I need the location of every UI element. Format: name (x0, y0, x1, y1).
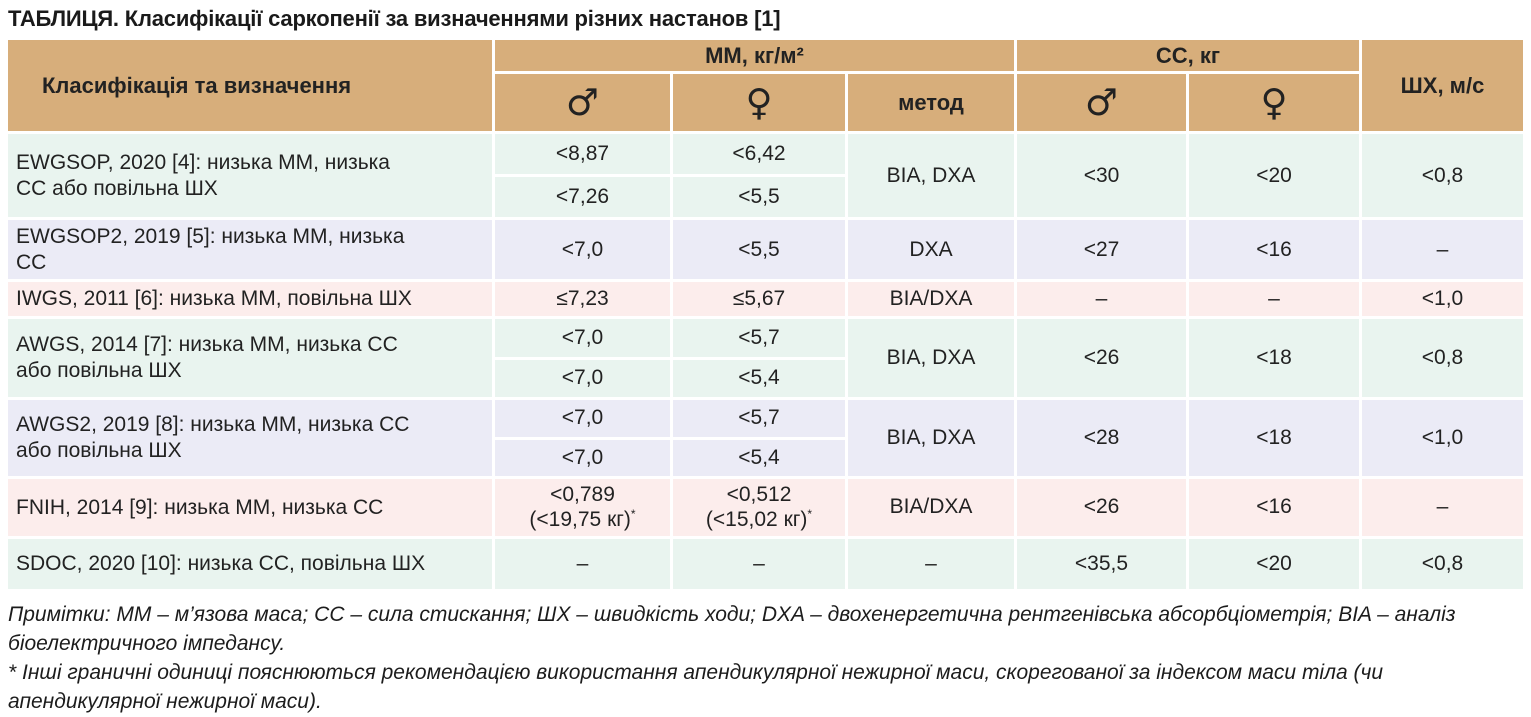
cc-male-cell: <28 (1017, 399, 1186, 476)
footnote-asterisk-note: * Інші граничні одиниці пояснюються реко… (8, 660, 1383, 713)
mm-female-cell: <5,5 (673, 177, 845, 217)
table-footnotes: Примітки: ММ – м’язова маса; СС – сила с… (8, 601, 1523, 717)
page-title: ТАБЛИЦЯ. Класифікації саркопенії за визн… (8, 6, 781, 31)
mm-male-cell: <7,0 (495, 399, 670, 437)
cc-male-cell: <26 (1017, 478, 1186, 537)
mm-male-cell: <7,0 (495, 318, 670, 357)
mm-female-cell: <5,4 (673, 439, 845, 476)
shx-cell: <0,8 (1362, 134, 1523, 217)
mm-female-cell: <0,512 (<15,02 кг)* (673, 478, 845, 537)
cc-female-cell: <18 (1189, 318, 1359, 397)
male-symbol-icon: ♂ (565, 81, 600, 124)
cc-male-cell: <27 (1017, 220, 1186, 280)
mm-male-value: <0,789 (550, 482, 615, 506)
cc-male-cell: <35,5 (1017, 539, 1186, 590)
method-cell: BIA, DXA (848, 318, 1014, 397)
table-subrow: <7,0 <5,4 (8, 359, 1523, 397)
table-row: EWGSOP, 2020 [4]: низька ММ, низька СС а… (8, 134, 1523, 217)
cc-male-cell: <26 (1017, 318, 1186, 397)
header-row-groups: Класифікація та визначення ММ, кг/м² СС,… (8, 40, 1523, 131)
header-group-cc: СС, кг (1017, 40, 1359, 71)
mm-female-cell: <5,4 (673, 359, 845, 397)
method-cell: BIA/DXA (848, 478, 1014, 537)
footnote-asterisk: * (807, 507, 813, 522)
cc-male-cell: <30 (1017, 134, 1186, 217)
header-cc-male: ♂ (1017, 74, 1186, 131)
mm-female-value: <0,512 (726, 482, 792, 506)
female-symbol-icon: ♀ (1260, 81, 1288, 124)
method-cell: BIA, DXA (848, 399, 1014, 476)
shx-cell: – (1362, 220, 1523, 280)
mm-male-cell: <7,0 (495, 220, 670, 280)
shx-cell: – (1362, 478, 1523, 537)
shx-cell: <0,8 (1362, 318, 1523, 397)
mm-male-cell: <7,0 (495, 439, 670, 476)
method-cell: DXA (848, 220, 1014, 280)
mm-male-cell: ≤7,23 (495, 282, 670, 316)
mm-female-cell: <5,5 (673, 220, 845, 280)
table-row: AWGS2, 2019 [8]: низька ММ, низька СС аб… (8, 399, 1523, 476)
header-row-sub: ♂ ♀ метод ♂ ♀ (8, 74, 1523, 131)
mm-male-cell: – (495, 539, 670, 590)
classification-cell: SDOC, 2020 [10]: низька СС, повільна ШХ (8, 539, 492, 590)
table-subrow: <7,26 <5,5 (8, 177, 1523, 217)
cc-female-cell: <16 (1189, 478, 1359, 537)
table-row: SDOC, 2020 [10]: низька СС, повільна ШХ … (8, 539, 1523, 590)
mm-female-cell: <5,7 (673, 318, 845, 357)
footnote-abbreviations: Примітки: ММ – м’язова маса; СС – сила с… (8, 603, 1456, 656)
method-cell: – (848, 539, 1014, 590)
table-row: IWGS, 2011 [6]: низька ММ, повільна ШХ ≤… (8, 282, 1523, 316)
cc-female-cell: <18 (1189, 399, 1359, 476)
classification-cell: AWGS, 2014 [7]: низька ММ, низька СС або… (8, 318, 492, 397)
mm-male-cell: <7,26 (495, 177, 670, 217)
mm-male-alt-value: (<19,75 кг) (529, 508, 631, 532)
classification-cell: AWGS2, 2019 [8]: низька ММ, низька СС аб… (8, 399, 492, 476)
mm-male-cell: <0,789 (<19,75 кг)* (495, 478, 670, 537)
header-cc-female: ♀ (1189, 74, 1359, 131)
mm-female-cell: <6,42 (673, 134, 845, 174)
method-cell: BIA/DXA (848, 282, 1014, 316)
header-mm-female: ♀ (673, 74, 845, 131)
classification-cell: EWGSOP, 2020 [4]: низька ММ, низька СС а… (8, 134, 492, 217)
header-classification: Класифікація та визначення (8, 40, 492, 131)
female-symbol-icon: ♀ (745, 81, 773, 124)
classification-cell: FNIH, 2014 [9]: низька ММ, низька СС (8, 478, 492, 537)
table-row: EWGSOP2, 2019 [5]: низька ММ, низька СС … (8, 220, 1523, 280)
mm-female-cell: <5,7 (673, 399, 845, 437)
header-method: метод (848, 74, 1014, 131)
table-row: FNIH, 2014 [9]: низька ММ, низька СС <0,… (8, 478, 1523, 537)
cc-female-cell: <16 (1189, 220, 1359, 280)
header-shx: ШХ, м/с (1362, 40, 1523, 131)
cc-female-cell: <20 (1189, 134, 1359, 217)
cc-male-cell: – (1017, 282, 1186, 316)
shx-cell: <0,8 (1362, 539, 1523, 590)
shx-cell: <1,0 (1362, 399, 1523, 476)
table-row: AWGS, 2014 [7]: низька ММ, низька СС або… (8, 318, 1523, 397)
classification-cell: EWGSOP2, 2019 [5]: низька ММ, низька СС (8, 220, 492, 280)
cc-female-cell: – (1189, 282, 1359, 316)
mm-female-cell: ≤5,67 (673, 282, 845, 316)
male-symbol-icon: ♂ (1084, 81, 1119, 124)
header-mm-male: ♂ (495, 74, 670, 131)
footnote-asterisk: * (630, 507, 636, 522)
mm-male-cell: <7,0 (495, 359, 670, 397)
mm-female-alt-value: (<15,02 кг) (705, 508, 808, 532)
shx-cell: <1,0 (1362, 282, 1523, 316)
classification-cell: IWGS, 2011 [6]: низька ММ, повільна ШХ (8, 282, 492, 316)
cc-female-cell: <20 (1189, 539, 1359, 590)
mm-female-cell: – (673, 539, 845, 590)
table-subrow: <7,0 <5,4 (8, 439, 1523, 476)
header-group-mm: ММ, кг/м² (495, 40, 1014, 71)
method-cell: BIA, DXA (848, 134, 1014, 217)
classification-table: Класифікація та визначення ММ, кг/м² СС,… (5, 37, 1526, 592)
mm-male-cell: <8,87 (495, 134, 670, 174)
